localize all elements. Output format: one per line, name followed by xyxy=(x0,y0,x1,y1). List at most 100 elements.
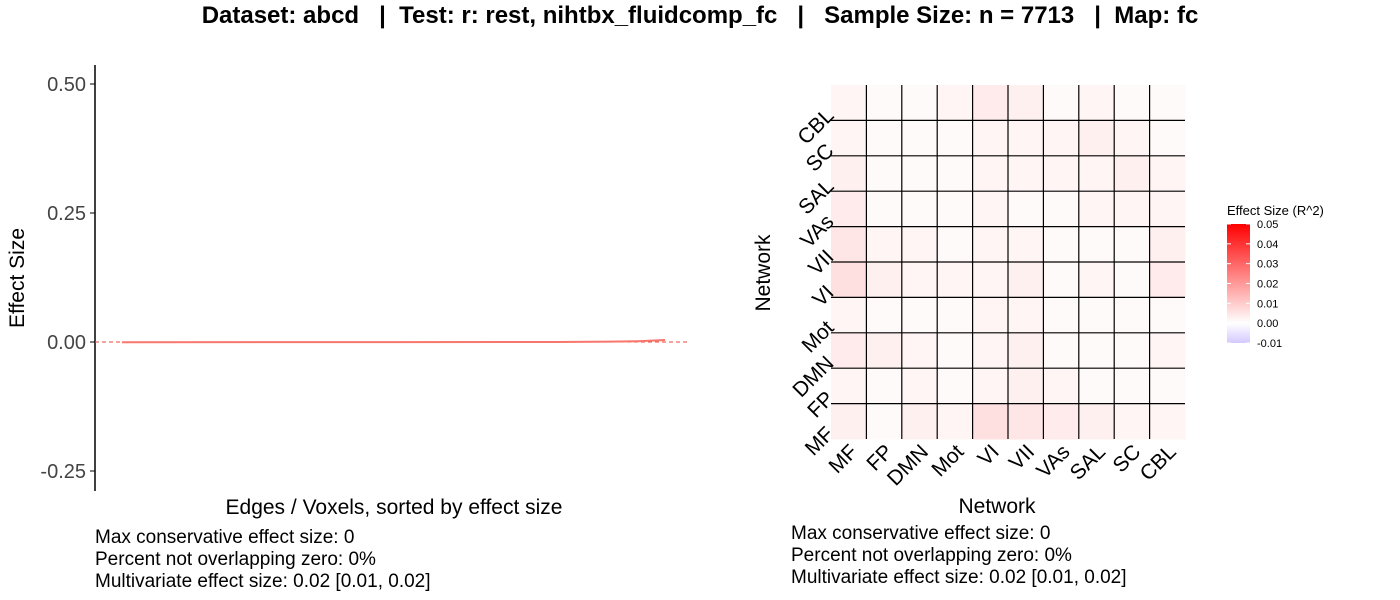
legend-tick-label: 0.02 xyxy=(1257,279,1278,291)
legend-colorbar xyxy=(1227,224,1250,343)
heatmap-cell xyxy=(1149,191,1186,228)
heatmap-cell xyxy=(866,85,903,121)
legend-title: Effect Size (R^2) xyxy=(1227,203,1324,218)
heatmap-y-axis-label: Network xyxy=(752,234,775,312)
heatmap-cell xyxy=(1043,297,1080,334)
heatmap-cell xyxy=(1114,226,1151,263)
heatmap-cell xyxy=(1008,85,1044,121)
heatmap-cell xyxy=(831,403,867,440)
heatmap-cell xyxy=(866,226,903,263)
heatmap-cell xyxy=(972,262,1009,298)
heatmap-cell xyxy=(972,226,1009,263)
legend-tick-label: 0.00 xyxy=(1257,318,1278,330)
heatmap-cell xyxy=(937,226,974,263)
heatmap-cell xyxy=(1043,262,1080,298)
heatmap-cell xyxy=(1043,368,1080,405)
heatmap-cell xyxy=(1149,120,1186,157)
left-caption-line: Multivariate effect size: 0.02 [0.01, 0.… xyxy=(95,571,431,592)
heatmap-cell xyxy=(1078,191,1115,228)
heatmap-cell xyxy=(972,155,1009,192)
heatmap-cell xyxy=(866,368,903,405)
left-caption-line: Percent not overlapping zero: 0% xyxy=(95,549,376,570)
heatmap-cell xyxy=(1114,155,1151,192)
heatmap-cell xyxy=(1114,332,1151,369)
legend-tick-label: -0.01 xyxy=(1257,338,1282,350)
heatmap-cell xyxy=(1078,332,1115,369)
heatmap-cell xyxy=(972,403,1009,440)
effect-size-plot: 0.50 0.25 0.00 -0.25 Edges / Voxels, sorted… xyxy=(6,65,690,519)
heatmap-cell xyxy=(1043,403,1080,440)
heatmap-cell xyxy=(1149,332,1186,369)
heatmap-cell xyxy=(1008,297,1044,334)
heatmap-cell xyxy=(1078,155,1115,192)
legend-ticks: 0.05 0.04 0.03 0.02 0.01 0.00 -0.01 xyxy=(1227,219,1282,350)
heatmap-cell xyxy=(937,368,974,405)
left-caption-line: Max conservative effect size: 0 xyxy=(95,527,355,548)
heatmap-cell xyxy=(831,120,867,157)
heatmap-cell xyxy=(1114,297,1151,334)
heatmap-cell xyxy=(1008,262,1044,298)
x-tick-label: DMN xyxy=(883,440,933,490)
heatmap-cell xyxy=(1078,368,1115,405)
heatmap-cell xyxy=(1149,368,1186,405)
heatmap-cell xyxy=(1149,262,1186,298)
legend-tick-label: 0.03 xyxy=(1257,259,1278,271)
color-legend: Effect Size (R^2) 0.050.040.030.020.010.… xyxy=(1227,203,1324,350)
legend-tick-label: 0.01 xyxy=(1257,298,1278,310)
y-tick-label: 0.50 xyxy=(47,74,86,96)
heatmap-cell xyxy=(972,297,1009,334)
heatmap-cell xyxy=(831,85,867,121)
right-caption-line: Percent not overlapping zero: 0% xyxy=(791,545,1072,566)
y-tick-label: -0.25 xyxy=(40,461,86,483)
heatmap-cell xyxy=(1114,191,1151,228)
x-tick-label: SAL xyxy=(1066,440,1110,484)
x-axis-label: Edges / Voxels, sorted by effect size xyxy=(226,496,563,519)
heatmap-cell xyxy=(1043,191,1080,228)
heatmap-cell xyxy=(901,262,938,298)
heatmap-cell xyxy=(831,368,867,405)
heatmap-cell xyxy=(1008,191,1044,228)
heatmap-cell xyxy=(831,191,867,228)
heatmap-cell xyxy=(937,297,974,334)
heatmap-cell xyxy=(1149,85,1186,121)
y-tick-label: 0.25 xyxy=(47,203,86,225)
heatmap-cell xyxy=(901,120,938,157)
heatmap-cell xyxy=(1149,155,1186,192)
heatmap-cell xyxy=(937,155,974,192)
heatmap-cell xyxy=(937,332,974,369)
heatmap-cell xyxy=(1078,403,1115,440)
heatmap-cell xyxy=(972,191,1009,228)
y-tick-label: 0.00 xyxy=(47,332,86,354)
heatmap-cell xyxy=(937,191,974,228)
heatmap-cell xyxy=(866,403,903,440)
heatmap-cell xyxy=(901,85,938,121)
left-caption: Max conservative effect size: 0 Percent … xyxy=(95,527,431,593)
heatmap-cell xyxy=(1008,120,1044,157)
heatmap-cell xyxy=(1043,155,1080,192)
heatmap-cell xyxy=(1114,403,1151,440)
legend-tick-label: 0.05 xyxy=(1257,219,1278,231)
heatmap-cell xyxy=(1149,403,1186,440)
y-axis-ticks: 0.50 0.25 0.00 -0.25 xyxy=(40,74,95,483)
heatmap-cell xyxy=(972,332,1009,369)
heatmap-cell xyxy=(866,297,903,334)
x-tick-label: VAs xyxy=(1032,440,1074,482)
heatmap-cell xyxy=(972,120,1009,157)
heatmap-cell xyxy=(901,368,938,405)
heatmap-x-axis-label: Network xyxy=(958,495,1036,518)
heatmap-cell xyxy=(866,155,903,192)
heatmap-cell xyxy=(1149,297,1186,334)
heatmap-cell xyxy=(937,120,974,157)
right-caption-line: Multivariate effect size: 0.02 [0.01, 0.… xyxy=(791,567,1127,588)
heatmap-cell xyxy=(901,226,938,263)
main-title: Dataset: abcd | Test: r: rest, nihtbx_fl… xyxy=(201,2,1199,29)
heatmap-cell xyxy=(866,332,903,369)
effect-size-line xyxy=(121,338,666,344)
legend-tick-label: 0.04 xyxy=(1257,239,1278,251)
heatmap-cell xyxy=(901,332,938,369)
heatmap-cell xyxy=(831,155,867,192)
right-caption: Max conservative effect size: 0 Percent … xyxy=(791,523,1127,589)
heatmap-cell xyxy=(972,368,1009,405)
heatmap-cell xyxy=(866,191,903,228)
